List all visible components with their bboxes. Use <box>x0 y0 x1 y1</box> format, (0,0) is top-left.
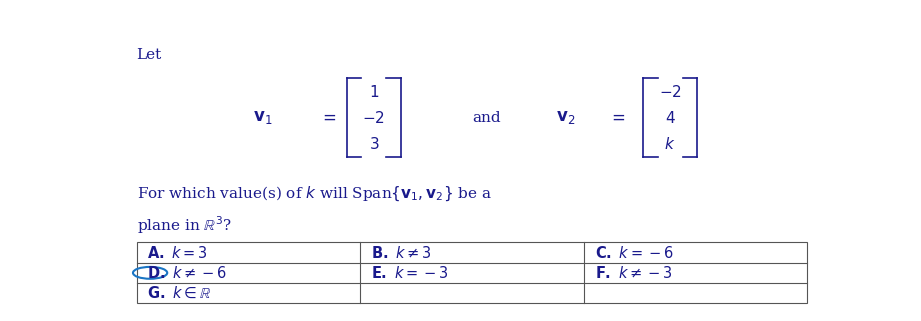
Text: $-2$: $-2$ <box>659 84 682 100</box>
Text: $\mathbf{D.}\ k\neq -6$: $\mathbf{D.}\ k\neq -6$ <box>147 265 227 281</box>
Text: $k$: $k$ <box>664 135 676 152</box>
Text: and: and <box>472 111 501 125</box>
Text: $\mathbf{A.}\ k=3$: $\mathbf{A.}\ k=3$ <box>147 245 208 261</box>
Text: Let: Let <box>136 48 162 62</box>
Text: $-2$: $-2$ <box>363 109 385 126</box>
Text: $\mathbf{C.}\ k=-6$: $\mathbf{C.}\ k=-6$ <box>595 245 673 261</box>
Text: $=$: $=$ <box>319 109 336 126</box>
Text: $1$: $1$ <box>368 84 379 100</box>
Text: $\mathbf{E.}\ k=-3$: $\mathbf{E.}\ k=-3$ <box>371 265 449 281</box>
Text: $=$: $=$ <box>608 109 625 126</box>
Text: $3$: $3$ <box>368 135 379 152</box>
Text: $4$: $4$ <box>665 109 675 126</box>
Text: $\mathbf{v}_2$: $\mathbf{v}_2$ <box>556 109 576 126</box>
Text: $\mathbf{v}_1$: $\mathbf{v}_1$ <box>252 109 273 126</box>
Text: $\mathbf{G.}\ k\in\mathbb{R}$: $\mathbf{G.}\ k\in\mathbb{R}$ <box>147 285 211 301</box>
Text: $\mathbf{F.}\ k\neq -3$: $\mathbf{F.}\ k\neq -3$ <box>595 265 672 281</box>
Text: For which value(s) of $k$ will Span$\{\mathbf{v}_1, \mathbf{v}_2\}$ be a
plane i: For which value(s) of $k$ will Span$\{\m… <box>136 184 492 236</box>
Text: $\mathbf{B.}\ k\neq 3$: $\mathbf{B.}\ k\neq 3$ <box>371 245 432 261</box>
Bar <box>136 242 808 303</box>
